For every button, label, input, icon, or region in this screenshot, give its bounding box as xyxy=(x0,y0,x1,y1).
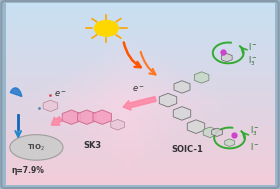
Polygon shape xyxy=(173,107,191,120)
Polygon shape xyxy=(203,127,217,138)
Ellipse shape xyxy=(10,135,63,160)
Text: I$_3^-$: I$_3^-$ xyxy=(248,54,258,68)
Polygon shape xyxy=(212,128,222,136)
Polygon shape xyxy=(225,139,234,146)
Polygon shape xyxy=(187,120,205,133)
Polygon shape xyxy=(93,110,111,124)
Text: I$^-$: I$^-$ xyxy=(249,141,259,152)
Polygon shape xyxy=(111,119,124,130)
Polygon shape xyxy=(78,110,96,124)
Text: TiO$_2$: TiO$_2$ xyxy=(27,142,45,153)
Text: e$^-$: e$^-$ xyxy=(132,84,145,94)
Text: I$^-$: I$^-$ xyxy=(248,41,258,52)
Text: I$_3^-$: I$_3^-$ xyxy=(249,125,259,139)
Text: SK3: SK3 xyxy=(83,141,101,150)
Polygon shape xyxy=(221,53,232,62)
Polygon shape xyxy=(43,100,58,112)
Polygon shape xyxy=(159,93,177,107)
Text: η=7.9%: η=7.9% xyxy=(11,166,44,175)
FancyArrowPatch shape xyxy=(123,97,156,110)
Polygon shape xyxy=(194,72,209,83)
FancyArrowPatch shape xyxy=(51,117,62,125)
Text: e$^-$: e$^-$ xyxy=(54,90,67,99)
Circle shape xyxy=(95,20,118,36)
Polygon shape xyxy=(62,110,81,124)
Polygon shape xyxy=(174,81,190,93)
Text: SOIC-1: SOIC-1 xyxy=(172,145,204,154)
Polygon shape xyxy=(10,88,22,97)
